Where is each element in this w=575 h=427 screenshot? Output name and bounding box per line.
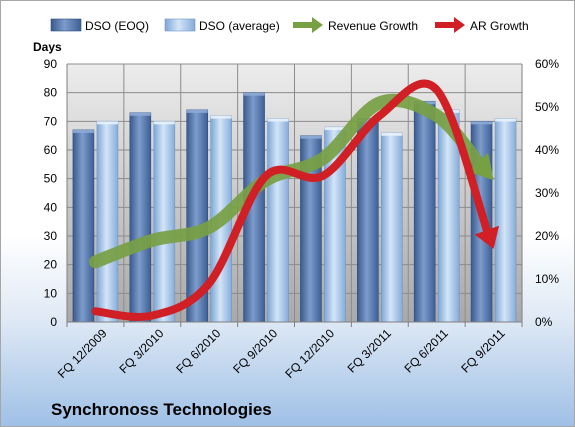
growth-line-path <box>88 93 486 269</box>
y2-tick-label: 40% <box>535 143 559 157</box>
y-tick-label: 40 <box>44 200 58 214</box>
legend-arrow-revenue-growth <box>293 17 323 33</box>
bar-top <box>267 118 289 122</box>
bar-top <box>96 121 118 125</box>
y-axis-title: Days <box>33 40 62 54</box>
bar <box>300 135 322 323</box>
legend-swatch-dso-average <box>164 18 196 32</box>
y2-tick-label: 0% <box>535 315 553 329</box>
x-tick-label: FQ 12/2010 <box>282 326 337 381</box>
bar <box>267 118 289 323</box>
bar-top <box>243 92 265 96</box>
legend-item-ar-growth: AR Growth <box>435 17 529 33</box>
x-tick-label: FQ 6/2010 <box>173 326 223 376</box>
legend-item-dso-eoq: DSO (EOQ) <box>50 18 149 33</box>
bar <box>129 112 152 323</box>
bar-body <box>381 132 403 323</box>
x-tick-label: FQ 12/2009 <box>55 326 110 381</box>
bar <box>153 121 176 323</box>
y-tick-label: 70 <box>44 114 58 128</box>
bar <box>72 129 95 323</box>
bar-top <box>210 115 232 119</box>
y2-tick-label: 10% <box>535 272 559 286</box>
y-tick-label: 0 <box>50 315 57 329</box>
legend-label-dso-eoq: DSO (EOQ) <box>85 19 149 33</box>
legend-label-ar-growth: AR Growth <box>470 19 529 33</box>
x-tick-label: FQ 9/2010 <box>230 326 280 376</box>
bar-body <box>129 112 152 323</box>
y2-tick-label: 50% <box>535 100 559 114</box>
legend-item-revenue-growth: Revenue Growth <box>293 17 418 33</box>
bar-top <box>357 118 379 122</box>
bar <box>494 118 517 323</box>
bar-top <box>72 129 94 133</box>
growth-lines <box>88 79 500 321</box>
y2-tick-label: 60% <box>535 57 559 71</box>
bars <box>72 92 517 323</box>
legend-arrow-ar-growth <box>435 17 465 33</box>
bar-top <box>300 135 322 139</box>
y-tick-label: 50 <box>44 172 58 186</box>
bar-top <box>153 121 175 125</box>
bar-top <box>495 118 517 122</box>
chart-title: Synchronoss Technologies <box>51 400 272 419</box>
legend-swatch-dso-eoq <box>50 18 82 32</box>
growth-line-arrowhead <box>474 225 500 249</box>
bar-body <box>357 118 379 323</box>
bar <box>413 100 436 323</box>
x-tick-label: FQ 6/2011 <box>401 326 451 376</box>
y2-tick-label: 30% <box>535 186 559 200</box>
x-tick-label: FQ 3/2010 <box>116 326 166 376</box>
growth-line-path <box>91 79 492 321</box>
y-tick-label: 80 <box>44 86 58 100</box>
bar-top <box>129 112 151 116</box>
axes <box>66 64 523 327</box>
y-tick-label: 30 <box>44 229 58 243</box>
legend-item-dso-average: DSO (average) <box>164 18 280 33</box>
bar-body <box>267 118 289 323</box>
bar-top <box>471 121 493 125</box>
legend-label-revenue-growth: Revenue Growth <box>328 19 418 33</box>
x-tick-label: FQ 3/2011 <box>345 326 395 376</box>
bar <box>96 121 119 323</box>
y2-tick-label: 20% <box>535 229 559 243</box>
x-tick-label: FQ 9/2011 <box>458 326 508 376</box>
bar-top <box>324 127 346 131</box>
y-tick-label: 20 <box>44 258 58 272</box>
bar-body <box>96 121 119 323</box>
bar-top <box>381 132 403 136</box>
legend: DSO (EOQ) DSO (average) Revenue Growth A… <box>50 17 529 33</box>
bar-body <box>413 100 436 323</box>
bar-body <box>72 129 95 323</box>
bar <box>381 132 403 323</box>
bar-top <box>186 109 208 113</box>
bar-body <box>494 118 517 323</box>
y-tick-label: 60 <box>44 143 58 157</box>
growth-line <box>91 79 500 321</box>
bar-body <box>153 121 176 323</box>
y-tick-label: 10 <box>44 286 58 300</box>
y-tick-label: 90 <box>44 57 58 71</box>
bar <box>357 118 379 323</box>
legend-label-dso-average: DSO (average) <box>199 19 280 33</box>
